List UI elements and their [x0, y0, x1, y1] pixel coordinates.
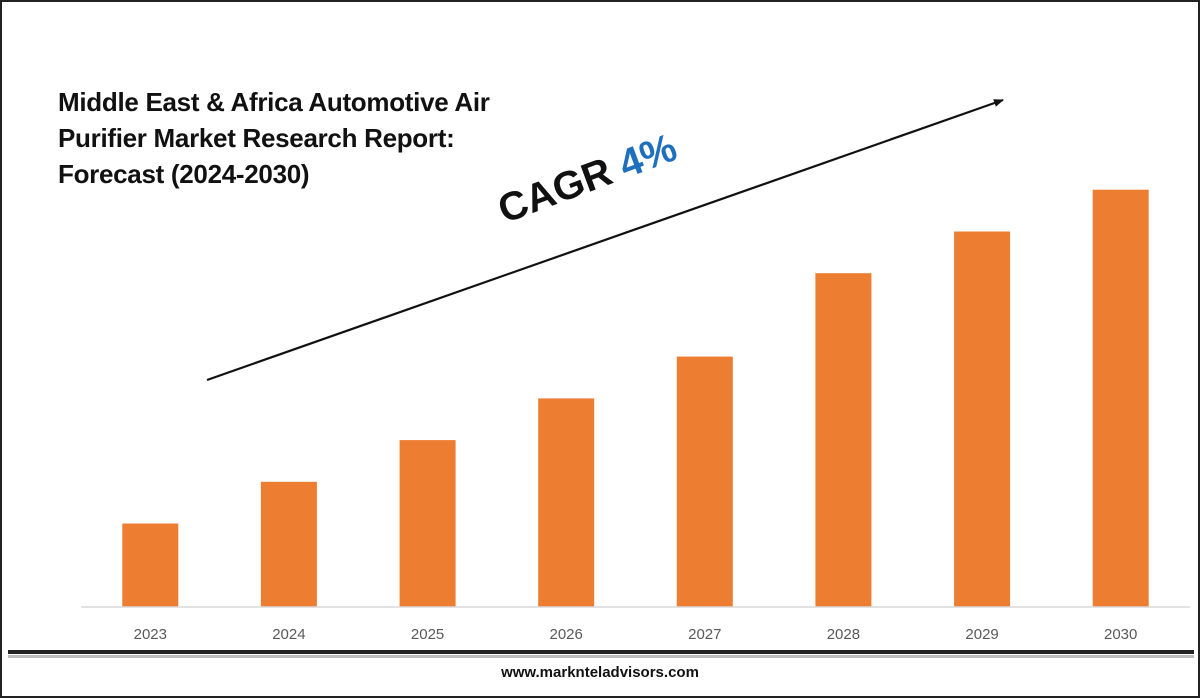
- bar-2025: [399, 440, 456, 607]
- bar-2028: [815, 273, 872, 607]
- footer-website: www.marknteladvisors.com: [501, 664, 699, 681]
- title-line-3: Forecast (2024-2030): [58, 159, 310, 189]
- bar-2026: [538, 398, 595, 607]
- title-line-1: Middle East & Africa Automotive Air: [58, 87, 490, 117]
- bar-2024: [260, 481, 317, 607]
- bar-2030: [1092, 189, 1149, 607]
- x-tick-labels: 2023 2024 2025 2026 2027 2028 2029 2030: [134, 626, 1138, 643]
- footer-divider: [8, 650, 1194, 654]
- x-tick-label-2026: 2026: [550, 626, 583, 643]
- x-tick-label-2023: 2023: [134, 626, 167, 643]
- x-tick-label-2024: 2024: [272, 626, 305, 643]
- bars-layer: [122, 189, 1149, 607]
- bar-2029: [954, 231, 1011, 607]
- bar-2027: [676, 356, 733, 607]
- x-tick-label-2030: 2030: [1104, 626, 1137, 643]
- x-tick-label-2027: 2027: [688, 626, 721, 643]
- title-line-2: Purifier Market Research Report:: [58, 123, 455, 153]
- trend-arrow-icon: [206, 98, 1004, 382]
- footer-divider-shadow: [8, 655, 1194, 658]
- bar-2023: [122, 523, 179, 607]
- x-tick-label-2028: 2028: [827, 626, 860, 643]
- x-tick-label-2029: 2029: [965, 626, 998, 643]
- chart-title: Middle East & Africa Automotive Air Puri…: [58, 84, 578, 192]
- x-tick-label-2025: 2025: [411, 626, 444, 643]
